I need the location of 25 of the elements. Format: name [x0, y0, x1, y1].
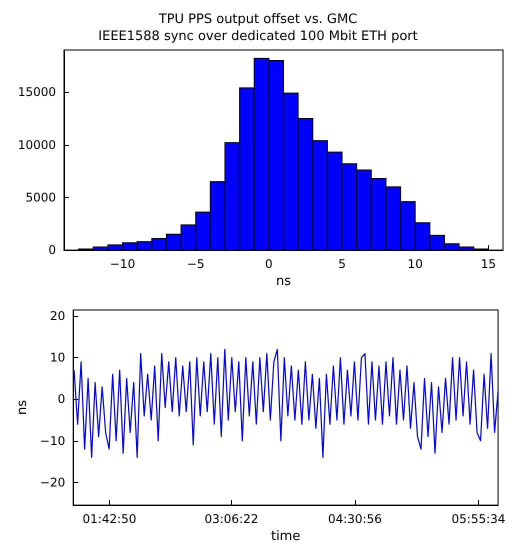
x-tick-label: 01:42:50 — [82, 512, 136, 526]
x-tick-label: 05:55:34 — [452, 512, 506, 526]
y-tick-label: 5000 — [25, 190, 56, 204]
x-tick-label: 10 — [408, 257, 423, 272]
y-tick-label: −20 — [40, 475, 66, 490]
x-axis-title: ns — [276, 274, 292, 289]
x-tick-label: −5 — [186, 257, 205, 272]
x-tick-label: 5 — [338, 257, 346, 272]
x-tick-label: 04:30:56 — [328, 512, 382, 526]
y-tick-label: 20 — [50, 309, 66, 324]
y-tick-label: 10000 — [18, 138, 56, 152]
chart-subtitle: IEEE1588 sync over dedicated 100 Mbit ETH port — [98, 29, 418, 44]
x-axis-title: time — [270, 529, 300, 544]
y-tick-label: 10 — [50, 350, 66, 365]
x-tick-label: −10 — [110, 257, 136, 272]
y-tick-label: 15000 — [18, 85, 56, 100]
x-tick-label: 03:06:22 — [204, 512, 258, 526]
x-tick-label: 15 — [480, 257, 496, 272]
x-tick-label: 0 — [265, 257, 273, 272]
y-tick-label: −10 — [40, 434, 66, 448]
line-series — [74, 348, 499, 458]
y-tick-label: 0 — [58, 392, 66, 406]
y-axis-title: ns — [15, 400, 30, 416]
y-tick-label: 0 — [48, 243, 56, 258]
chart-title: TPU PPS output offset vs. GMC — [158, 12, 358, 27]
